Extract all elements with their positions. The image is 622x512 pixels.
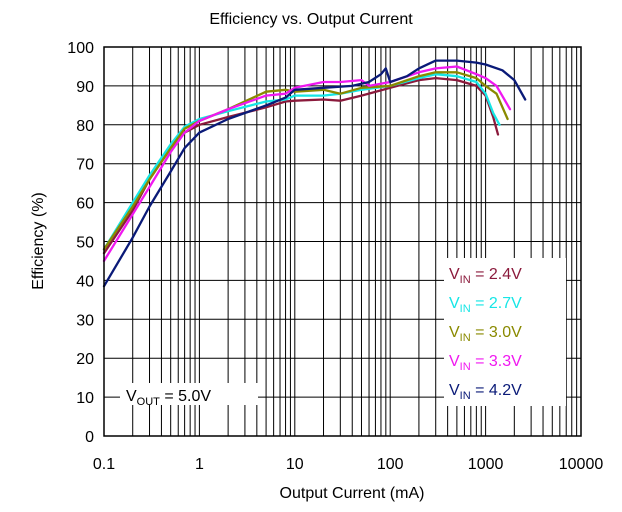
legend-entry-sub: IN	[460, 274, 471, 286]
legend-entry-rest: = 2.4V	[471, 266, 522, 283]
x-tick-label: 10	[286, 456, 304, 473]
legend-entry-sub: IN	[460, 332, 471, 344]
vout-annotation-box	[120, 383, 258, 405]
legend-entry-4: VIN = 3.3V	[449, 353, 522, 373]
series-line-5	[102, 59, 527, 288]
y-tick-label: 20	[76, 351, 94, 368]
legend-entry-1: VIN = 2.4V	[449, 266, 522, 286]
y-tick-labels: 0 10 20 30 40 50 60 70 80 90 100	[67, 40, 94, 446]
x-tick-labels: 0.1 1 10 100 1000 10000	[93, 456, 603, 473]
x-tick-label: 1	[195, 456, 204, 473]
x-tick-label: 10000	[559, 456, 604, 473]
x-axis-label: Output Current (mA)	[280, 485, 425, 502]
series-line-2	[102, 73, 501, 251]
vout-annotation-main: V	[126, 388, 137, 405]
legend-entry-2: VIN = 2.7V	[449, 295, 522, 315]
y-tick-label: 0	[85, 429, 94, 446]
y-tick-label: 50	[76, 235, 94, 252]
series-line-4	[102, 65, 512, 263]
legend-entry-rest: = 2.7V	[471, 295, 522, 312]
y-tick-label: 30	[76, 312, 94, 329]
vout-annotation-text: VOUT = 5.0V	[126, 388, 211, 408]
y-tick-label: 60	[76, 196, 94, 213]
y-tick-label: 70	[76, 157, 94, 174]
y-tick-label: 10	[76, 390, 94, 407]
y-tick-label: 40	[76, 273, 94, 290]
legend-entry-main: V	[449, 353, 460, 370]
legend-entry-rest: = 3.0V	[471, 324, 522, 341]
legend-entry-rest: = 3.3V	[471, 353, 522, 370]
x-tick-label: 100	[377, 456, 404, 473]
y-tick-label: 90	[76, 79, 94, 96]
y-tick-label: 80	[76, 118, 94, 135]
chart-title: Efficiency vs. Output Current	[209, 11, 413, 28]
y-axis-label: Efficiency (%)	[30, 192, 47, 290]
vout-annotation: VOUT = 5.0V	[120, 383, 258, 408]
plot-frame	[103, 46, 582, 437]
y-tick-label: 100	[67, 40, 94, 57]
vout-annotation-sub: OUT	[137, 396, 161, 408]
legend-entry-main: V	[449, 295, 460, 312]
x-tick-label: 1000	[468, 456, 504, 473]
legend-entry-5: VIN = 4.2V	[449, 382, 522, 402]
legend-entry-main: V	[449, 324, 460, 341]
series-lines	[102, 59, 527, 288]
legend-entry-sub: IN	[460, 361, 471, 373]
legend-entry-main: V	[449, 382, 460, 399]
legend-entry-3: VIN = 3.0V	[449, 324, 522, 344]
legend-box	[444, 258, 566, 406]
legend-entry-sub: IN	[460, 390, 471, 402]
series-line-3	[102, 71, 509, 251]
legend-entry-main: V	[449, 266, 460, 283]
legend-entry-sub: IN	[460, 303, 471, 315]
x-tick-label: 0.1	[93, 456, 115, 473]
legend-entry-rest: = 4.2V	[471, 382, 522, 399]
vout-annotation-rest: = 5.0V	[160, 388, 211, 405]
